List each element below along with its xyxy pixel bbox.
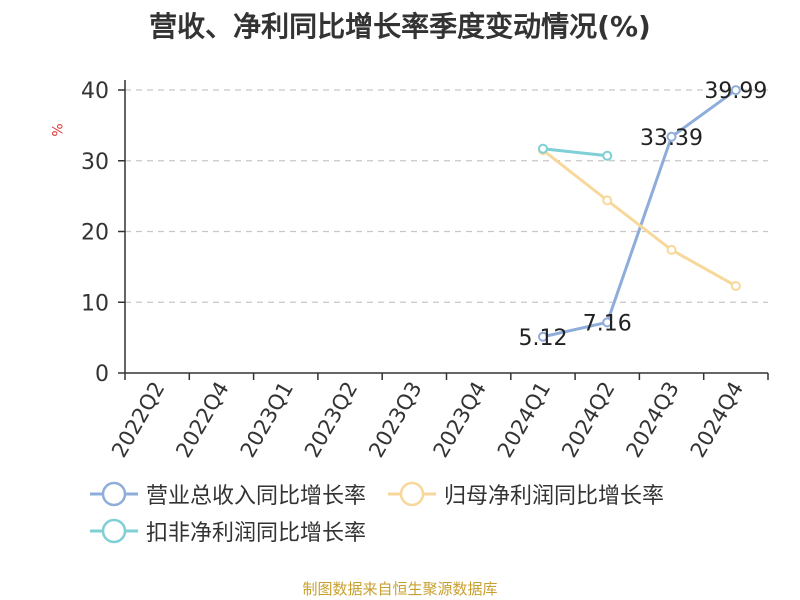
series-lines <box>537 85 741 342</box>
y-tick-label: 30 <box>81 150 109 175</box>
data-point <box>602 150 613 161</box>
data-point <box>537 143 548 154</box>
data-point <box>666 131 677 142</box>
series-line <box>542 148 737 288</box>
legend-item[interactable]: 扣非净利润同比增长率 <box>88 513 366 549</box>
legend-item[interactable]: 营业总收入同比增长率 <box>88 476 366 512</box>
x-tick-label: 2023Q4 <box>429 378 491 462</box>
data-point <box>602 195 613 206</box>
y-tick-label: 10 <box>81 291 109 316</box>
y-tick-label: 20 <box>81 221 109 246</box>
data-point <box>730 85 741 96</box>
x-tick-label: 2022Q2 <box>107 378 169 462</box>
data-label: 39.99 <box>704 79 767 104</box>
x-tick-label: 2023Q3 <box>364 378 426 462</box>
data-label: 7.16 <box>583 311 632 336</box>
data-point <box>602 317 613 328</box>
legend-swatch-marker <box>399 481 425 507</box>
legend-label: 扣非净利润同比增长率 <box>146 521 367 546</box>
x-tick-label: 2023Q1 <box>236 378 298 462</box>
legend-item[interactable]: 归母净利润同比增长率 <box>386 476 664 512</box>
grid-lines <box>125 89 768 303</box>
series-line <box>542 88 737 339</box>
data-point <box>537 331 548 342</box>
legend-label: 营业总收入同比增长率 <box>146 484 367 509</box>
data-point <box>666 244 677 255</box>
series-line <box>542 147 608 158</box>
legend-swatch-marker <box>101 481 127 507</box>
legend-swatch <box>388 481 437 507</box>
y-tick-label: 40 <box>81 79 109 104</box>
x-tick-label: 2024Q3 <box>621 378 683 462</box>
legend: 营业总收入同比增长率 归母净利润同比增长率扣非净利润同比增长率 <box>88 476 788 550</box>
x-tick-label: 2024Q4 <box>686 378 748 462</box>
data-label: 5.12 <box>518 326 567 351</box>
legend-swatch <box>90 481 138 507</box>
x-tick-label: 2024Q1 <box>493 378 555 462</box>
x-tick-label: 2024Q2 <box>557 378 619 462</box>
chart-title: 营收、净利同比增长率季度变动情况(%) <box>149 10 651 43</box>
x-tick-label: 2023Q2 <box>300 378 362 462</box>
x-tick-label: 2022Q4 <box>171 378 233 462</box>
data-point <box>730 280 741 291</box>
data-label: 33.39 <box>640 126 703 151</box>
legend-label: 归母净利润同比增长率 <box>444 484 665 509</box>
source-note: 制图数据来自恒生聚源数据库 <box>302 580 498 598</box>
y-tick-label: 0 <box>95 362 109 387</box>
legend-swatch-marker <box>101 518 127 544</box>
legend-swatch <box>90 518 138 544</box>
